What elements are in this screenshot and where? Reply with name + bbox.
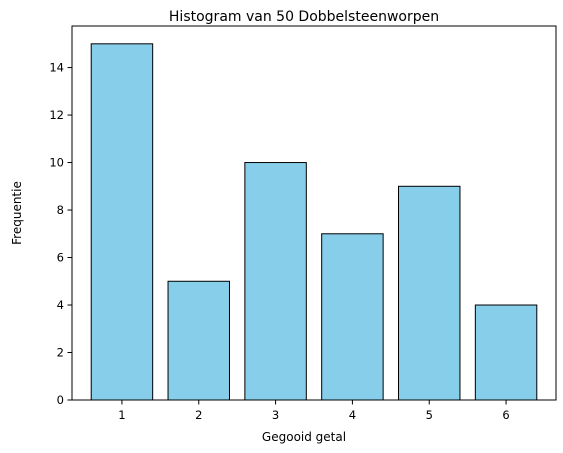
plot-frame — [71, 25, 557, 401]
bar-6 — [474, 304, 538, 401]
bar-5 — [398, 185, 461, 401]
x-axis-ticks: 1 2 3 4 5 6 — [118, 400, 510, 422]
y-tick-label-4: 4 — [57, 298, 64, 312]
x-tick-label-3: 3 — [272, 408, 279, 422]
bar-2 — [167, 280, 230, 401]
y-tick-label-6: 6 — [57, 251, 64, 265]
y-axis-label: Frequentie — [10, 181, 24, 245]
x-axis-label: Gegooid getal — [262, 430, 346, 444]
bar-3 — [244, 162, 307, 401]
y-tick-label-2: 2 — [57, 346, 64, 360]
y-tick-label-8: 8 — [57, 203, 64, 217]
bar-1 — [90, 43, 154, 401]
bars-layer — [90, 43, 538, 401]
bar-4 — [321, 233, 384, 401]
x-tick-label-4: 4 — [349, 408, 356, 422]
x-tick-label-1: 1 — [118, 408, 125, 422]
y-tick-label-10: 10 — [49, 156, 64, 170]
x-tick-label-5: 5 — [426, 408, 433, 422]
x-tick-label-2: 2 — [195, 408, 202, 422]
x-tick-label-6: 6 — [502, 408, 509, 422]
chart-title: Histogram van 50 Dobbelsteenworpen — [169, 9, 439, 25]
y-axis-ticks: 0 2 4 6 8 10 12 14 — [49, 61, 72, 407]
y-tick-label-0: 0 — [57, 393, 64, 407]
y-tick-label-14: 14 — [49, 61, 64, 75]
y-tick-label-12: 12 — [49, 108, 64, 122]
